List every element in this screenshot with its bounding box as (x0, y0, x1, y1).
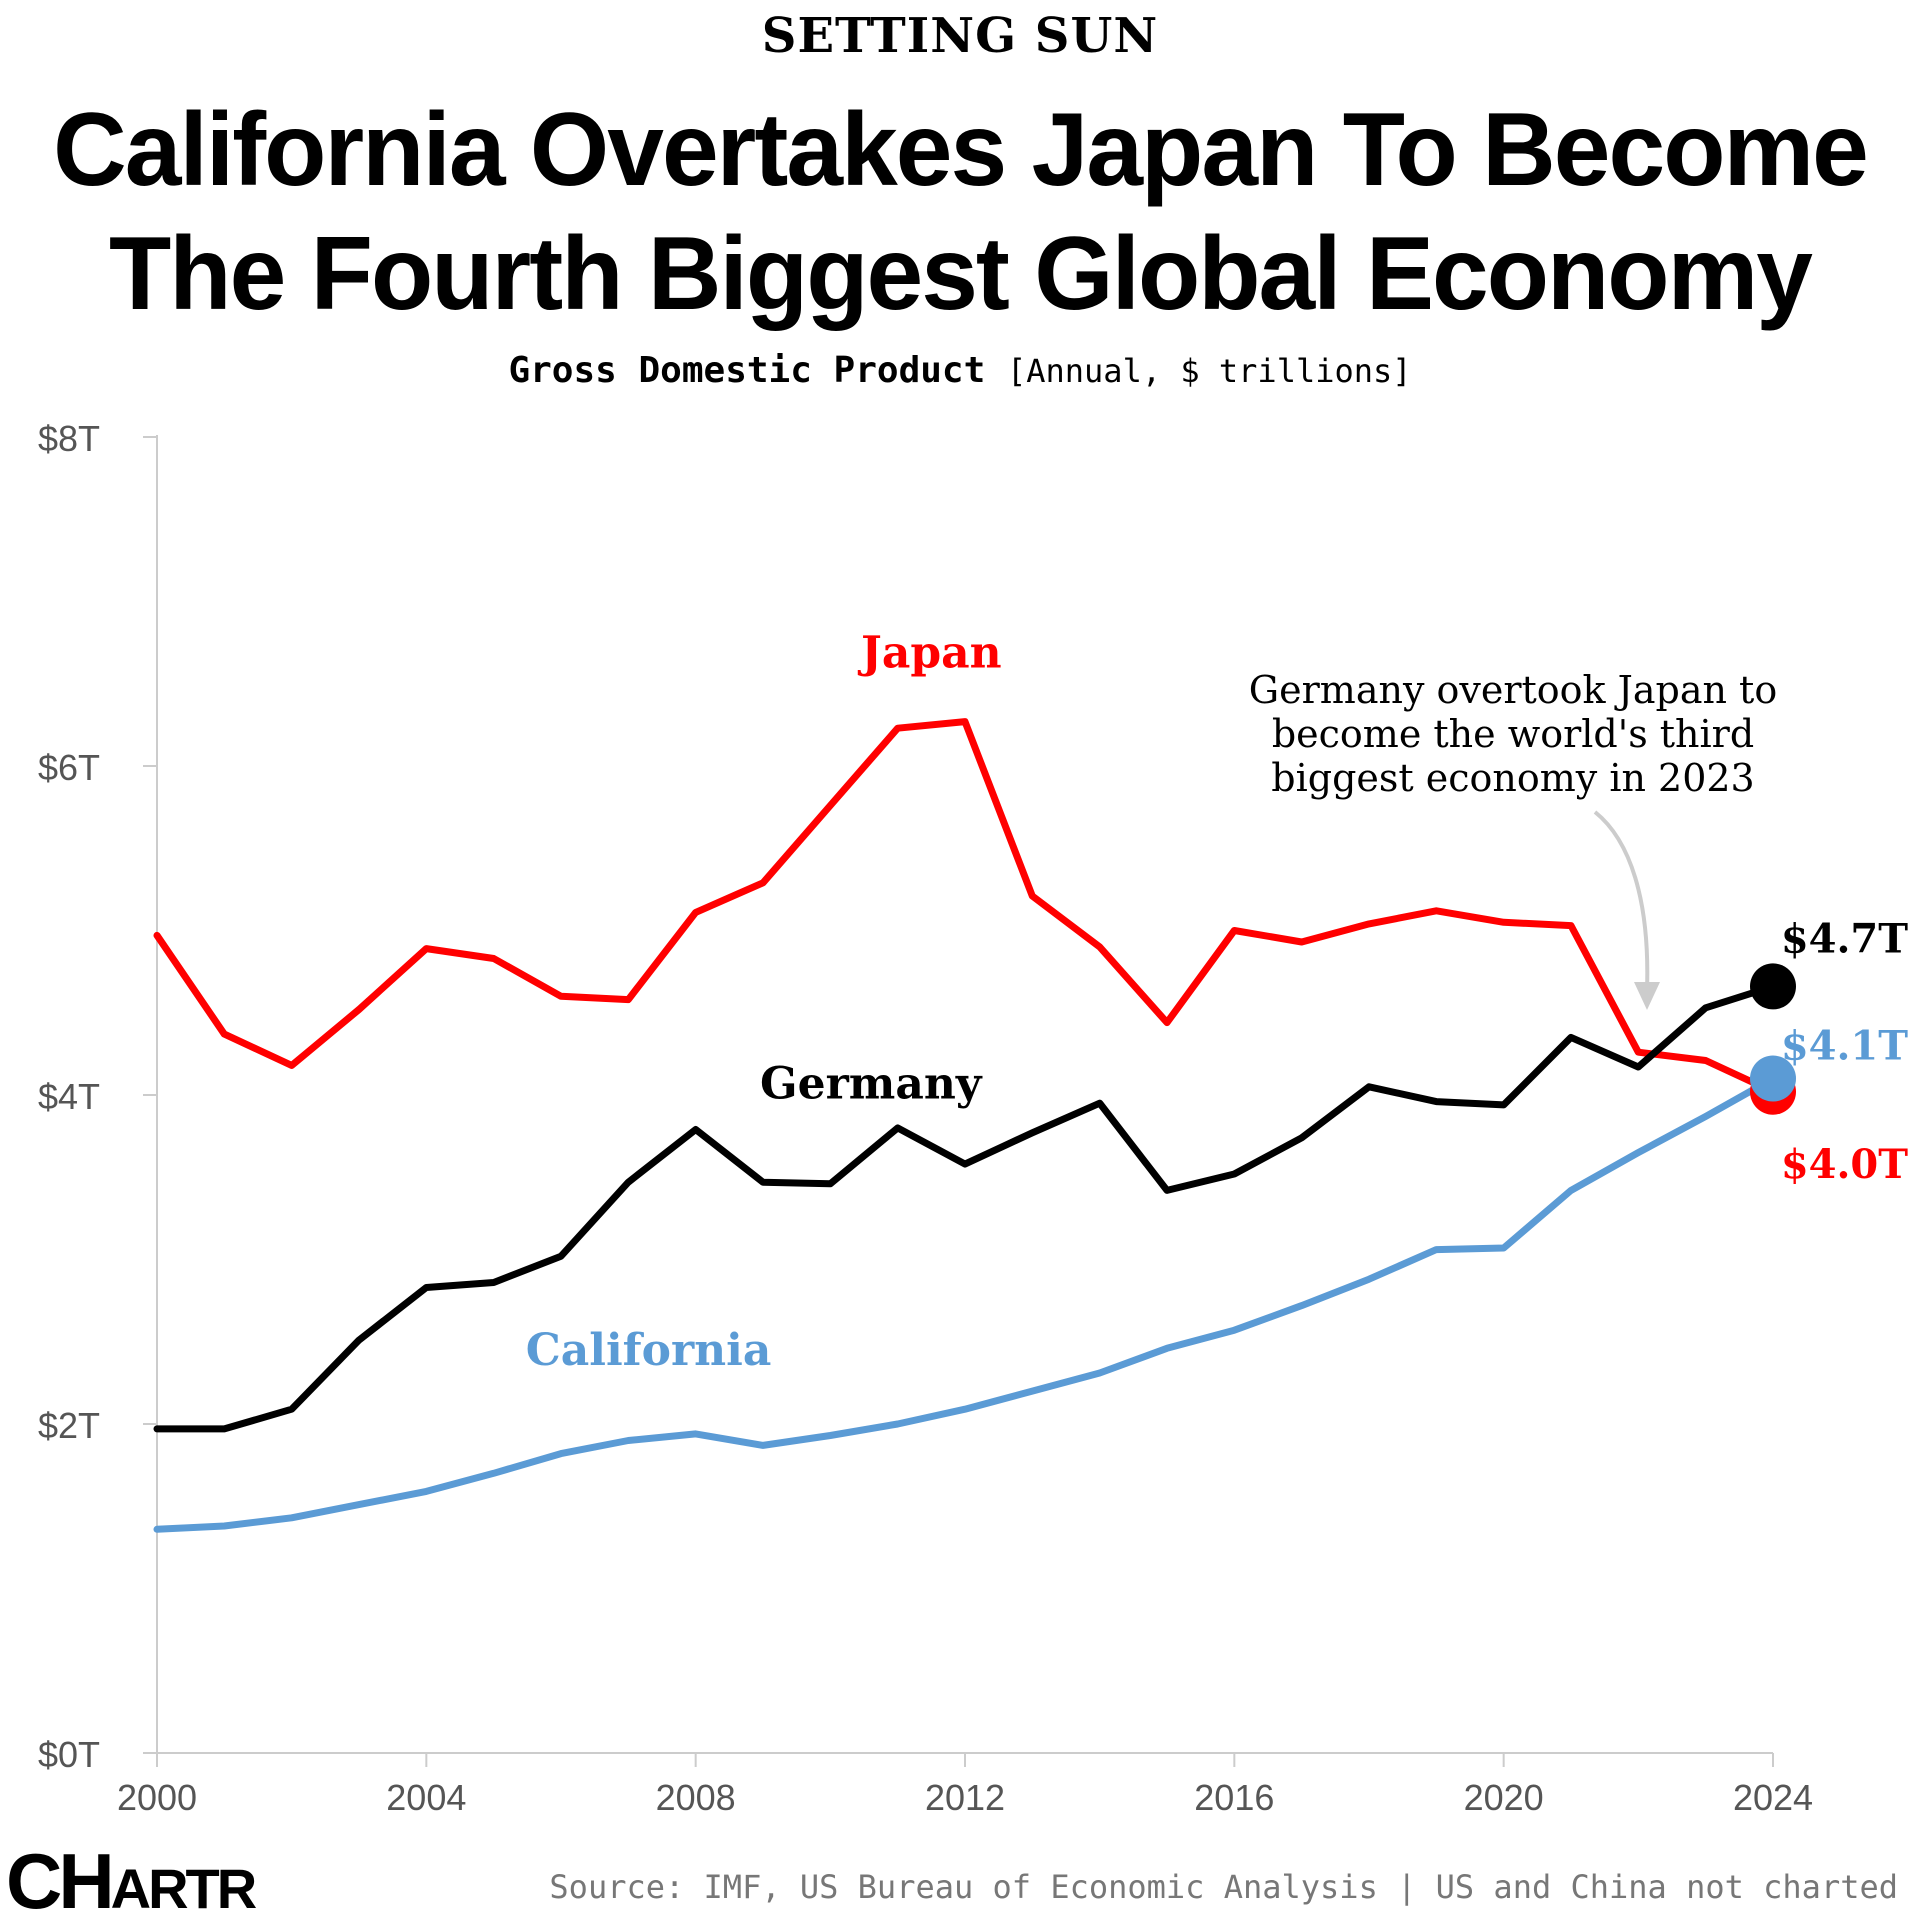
annotation-arrowhead (1634, 982, 1660, 1010)
x-tick-label: 2016 (1194, 1777, 1274, 1818)
annotation-line: Germany overtook Japan to (1249, 668, 1777, 712)
chart-axes: $0T $2T $4T $6T $8T 2000 2004 2008 2012 2016 2020 2… (38, 418, 1813, 1818)
logo-suffix: ARTR (110, 1857, 258, 1920)
y-tick-label: $2T (38, 1405, 100, 1446)
chart-kicker: SETTING SUN (761, 8, 1159, 64)
series-line-california (153, 1075, 1777, 1533)
annotation-line: become the world's third (1272, 712, 1754, 756)
chartr-logo: CHARTR (6, 1836, 258, 1927)
chart-title-line-1: California Overtakes Japan To Become (53, 92, 1869, 208)
x-tick-label: 2024 (1733, 1777, 1813, 1818)
subtitle-measure: Gross Domestic Product (508, 350, 986, 391)
logo-prefix: CH (6, 1837, 115, 1925)
y-tick-label: $4T (38, 1076, 100, 1117)
x-tick-label: 2020 (1464, 1777, 1544, 1818)
end-label-japan: $4.0T (1781, 1141, 1908, 1188)
x-tick-label: 2008 (656, 1777, 736, 1818)
annotation-arrow (1593, 810, 1650, 991)
chart-title: California Overtakes Japan To Become The… (19, 88, 1901, 336)
end-label-germany: $4.7T (1781, 916, 1908, 963)
y-tick-label: $8T (38, 418, 100, 459)
source-note: Source: IMF, US Bureau of Economic Analy… (549, 1868, 1898, 1906)
x-tick-label: 2012 (925, 1777, 1005, 1818)
series-line-germany (153, 982, 1777, 1433)
end-label-california: $4.1T (1781, 1023, 1908, 1070)
series-label-california: California (526, 1325, 772, 1376)
chart-series (153, 718, 1796, 1533)
y-tick-label: $6T (38, 747, 100, 788)
chart-subtitle: Gross Domestic Product [Annual, $ trilli… (0, 350, 1920, 391)
series-line-japan (153, 718, 1777, 1096)
y-tick-label: $0T (38, 1734, 100, 1775)
x-tick-label: 2000 (117, 1777, 197, 1818)
end-point-germany (1750, 963, 1796, 1010)
subtitle-unit: [Annual, $ trillions] (1006, 352, 1412, 390)
series-label-japan: Japan (857, 627, 1002, 678)
chart-labels: Japan Germany California $4.7T $4.1T $4.0T Ger… (526, 627, 1909, 1375)
end-point-california (1750, 1055, 1796, 1102)
annotation-line: biggest economy in 2023 (1271, 756, 1754, 800)
chart-title-line-2: The Fourth Biggest Global Economy (108, 216, 1813, 332)
series-label-germany: Germany (760, 1058, 983, 1109)
x-tick-label: 2004 (386, 1777, 466, 1818)
